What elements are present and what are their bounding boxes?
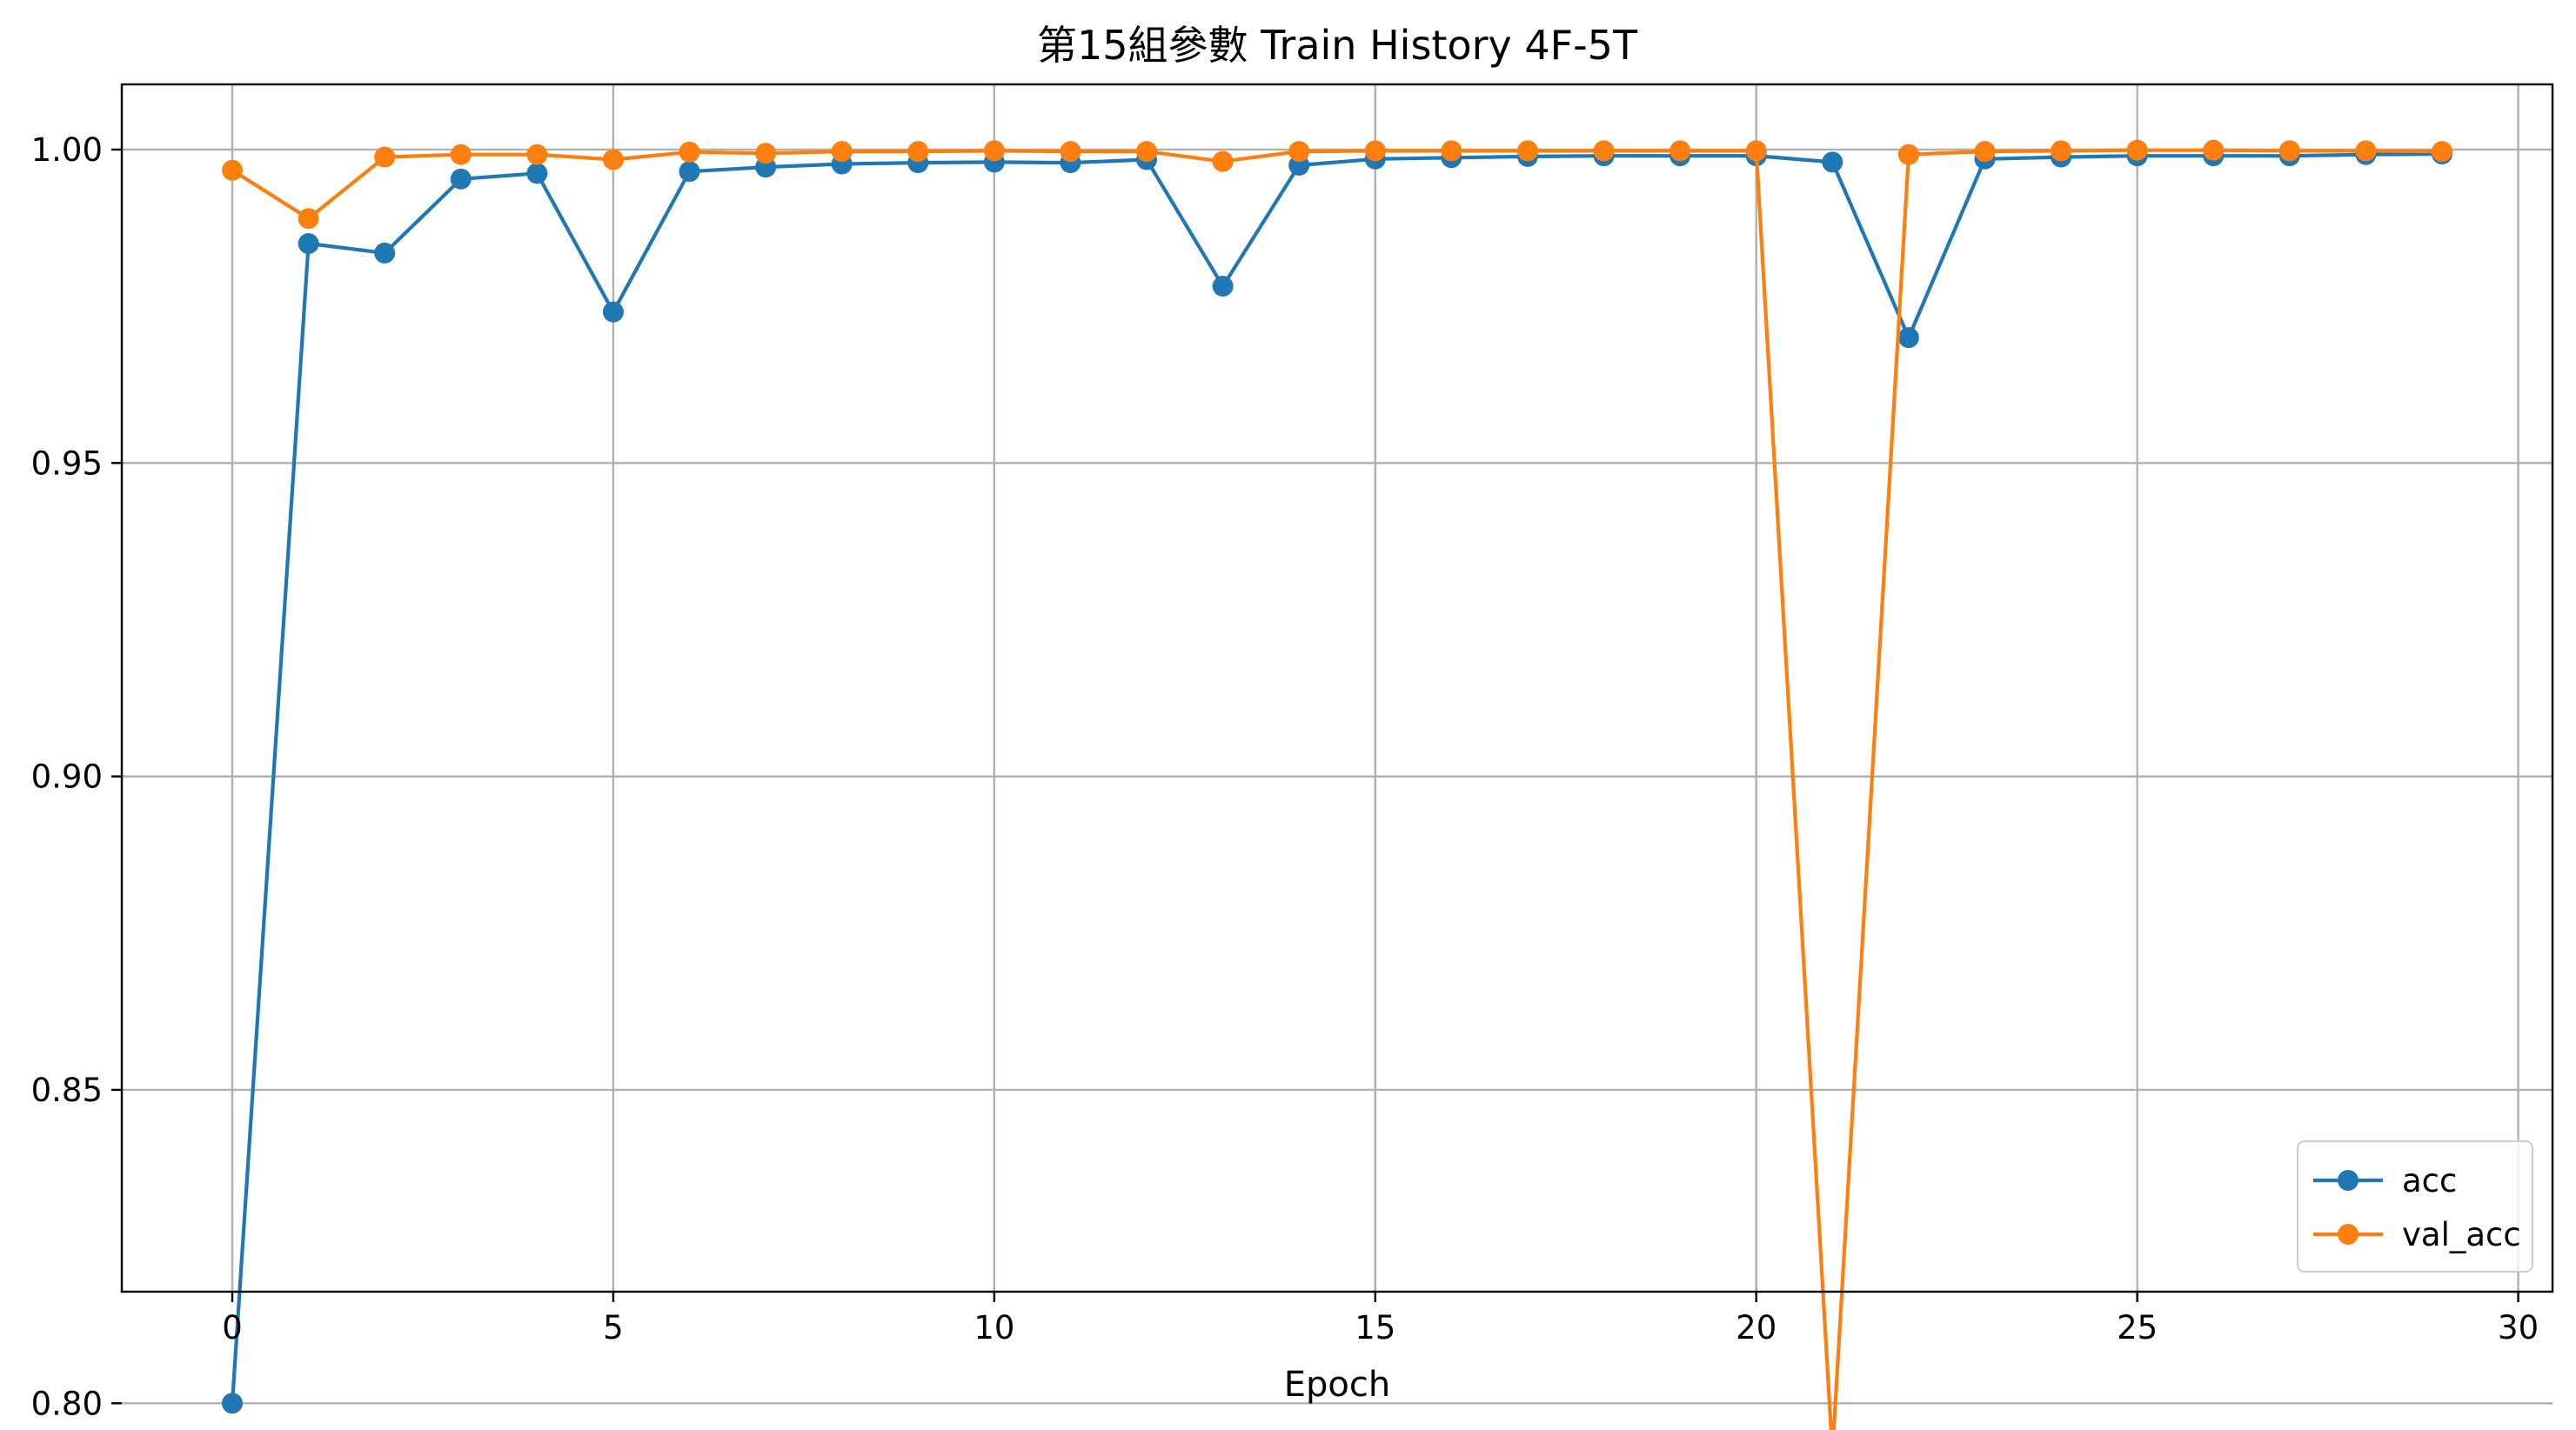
data-point-acc	[374, 242, 396, 264]
data-point-val-acc	[2278, 140, 2300, 162]
grid	[122, 84, 2553, 1405]
data-point-acc	[679, 161, 700, 183]
y-tick-label: 0.90	[31, 758, 103, 796]
legend-label-acc: acc	[2402, 1162, 2457, 1199]
data-point-val-acc	[1212, 150, 1234, 172]
data-point-val-acc	[1974, 141, 1996, 163]
data-point-val-acc	[602, 149, 624, 170]
x-tick-label: 20	[1736, 1309, 1776, 1346]
data-point-acc	[1897, 327, 1919, 349]
data-point-val-acc	[1745, 140, 1767, 162]
y-tick-label: 0.95	[31, 444, 103, 482]
data-point-val-acc	[1060, 141, 1081, 163]
legend-marker-acc	[2338, 1170, 2359, 1191]
data-point-val-acc	[1516, 140, 1538, 162]
data-point-val-acc	[374, 146, 396, 168]
x-tick-label: 5	[603, 1309, 624, 1346]
data-point-val-acc	[1593, 140, 1615, 162]
data-point-val-acc	[2355, 140, 2377, 162]
data-point-val-acc	[2126, 139, 2148, 161]
data-point-acc	[450, 168, 472, 190]
data-point-acc	[1822, 151, 1843, 173]
data-point-val-acc	[1897, 144, 1919, 165]
x-tick-label: 30	[2498, 1309, 2539, 1346]
legend-label-val-acc: val_acc	[2402, 1216, 2521, 1253]
data-point-val-acc	[2051, 140, 2072, 162]
legend: acc val_acc	[2297, 1140, 2533, 1273]
data-point-acc	[526, 163, 548, 184]
data-point-val-acc	[526, 144, 548, 165]
data-point-val-acc	[450, 144, 472, 165]
data-point-val-acc	[1441, 140, 1462, 162]
y-tick-label: 0.85	[31, 1072, 103, 1109]
data-point-val-acc	[2432, 141, 2452, 163]
y-tick-label: 0.80	[31, 1385, 103, 1422]
axis-ticks: 0 5 10 15 20 25 30 0.80 0.85 0.90 0.95 1.00	[31, 131, 2539, 1422]
x-tick-label: 10	[974, 1309, 1014, 1346]
data-point-val-acc	[2203, 139, 2225, 161]
x-axis-label: Epoch	[1284, 1365, 1390, 1405]
data-point-val-acc	[1669, 140, 1691, 162]
chart-title: 第15組參數 Train History 4F-5T	[1037, 22, 1638, 69]
data-point-val-acc	[1364, 140, 1386, 162]
y-tick-label: 1.00	[31, 131, 103, 169]
data-point-acc	[602, 301, 624, 323]
x-tick-label: 15	[1355, 1309, 1395, 1346]
data-point-val-acc	[831, 141, 853, 163]
data-point-val-acc	[1288, 141, 1310, 163]
data-point-val-acc	[298, 208, 319, 230]
data-point-val-acc	[222, 159, 243, 181]
data-point-val-acc	[755, 143, 777, 164]
data-point-val-acc	[679, 141, 700, 163]
data-point-acc	[1212, 276, 1234, 297]
data-point-acc	[222, 1393, 243, 1414]
x-tick-label: 25	[2117, 1309, 2158, 1346]
series-val-acc	[222, 139, 2452, 1430]
data-point-val-acc	[907, 141, 929, 163]
legend-marker-val-acc	[2338, 1224, 2359, 1245]
data-point-val-acc	[1136, 141, 1158, 163]
data-point-acc	[298, 233, 319, 255]
x-tick-label: 0	[222, 1309, 243, 1346]
series-line-val-acc	[231, 148, 2443, 1430]
data-point-val-acc	[983, 140, 1005, 162]
series-layer	[222, 139, 2452, 1430]
plot-frame	[120, 83, 2554, 1293]
series-line-acc	[230, 151, 2443, 1404]
